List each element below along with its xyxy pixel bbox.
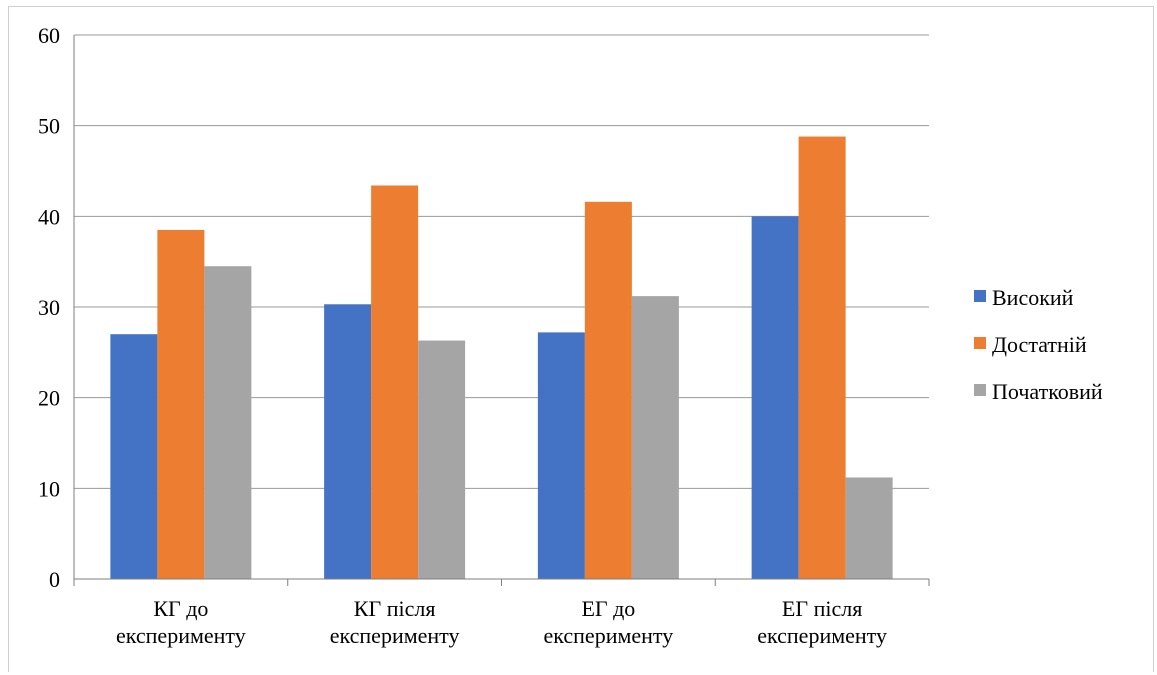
chart-frame — [8, 6, 1154, 672]
x-category-label-line: експерименту — [116, 623, 246, 648]
bar-1-2 — [324, 304, 372, 579]
x-category-label-line: КГ після — [354, 596, 436, 621]
x-category-label: ЕГ до експерименту — [543, 596, 673, 648]
legend-label: Достатній — [992, 332, 1087, 357]
bar-2-3 — [584, 201, 632, 579]
x-category-label: КГ після експерименту — [330, 596, 460, 648]
legend-swatch — [974, 290, 986, 302]
bars — [110, 136, 893, 580]
y-tick-label: 50 — [38, 114, 60, 139]
x-category-label-line: експерименту — [543, 623, 673, 648]
legend: Високий Достатній Початковий — [974, 285, 1103, 404]
legend-swatch — [974, 384, 986, 396]
bar-3-2 — [418, 340, 466, 579]
bar-1-4 — [751, 216, 799, 580]
legend-label: Високий — [992, 285, 1074, 310]
y-tick-label: 30 — [38, 295, 60, 320]
legend-label: Початковий — [992, 379, 1103, 404]
y-tick-label: 0 — [49, 567, 60, 592]
x-category-label-line: експерименту — [330, 623, 460, 648]
y-tick-label: 10 — [38, 476, 60, 501]
x-category-label: КГ до експерименту — [116, 596, 246, 648]
y-axis-ticks: 0 10 20 30 40 50 60 — [38, 23, 60, 592]
y-tick-label: 20 — [38, 386, 60, 411]
axes — [73, 35, 930, 586]
bar-3-3 — [631, 296, 679, 579]
bar-1-3 — [537, 332, 585, 579]
y-tick-label: 40 — [38, 204, 60, 229]
x-category-label: ЕГ після експерименту — [757, 596, 887, 648]
x-category-label-line: експерименту — [757, 623, 887, 648]
bar-3-4 — [845, 477, 893, 579]
bar-3-1 — [204, 266, 252, 579]
y-tick-label: 60 — [38, 23, 60, 48]
bar-2-2 — [371, 185, 419, 580]
legend-swatch — [974, 337, 986, 349]
bar-1-1 — [110, 334, 158, 579]
bar-2-4 — [798, 136, 846, 579]
bar-2-1 — [157, 229, 205, 579]
x-category-label-line: ЕГ до — [581, 596, 635, 621]
x-category-label-line: КГ до — [153, 596, 208, 621]
x-category-label-line: ЕГ після — [782, 596, 862, 621]
